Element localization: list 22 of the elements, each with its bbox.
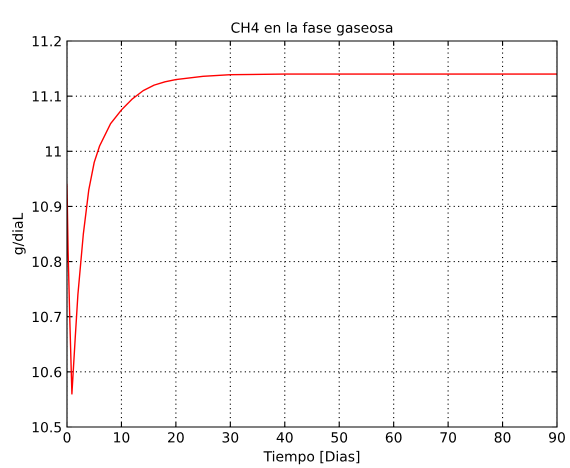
chart-title: CH4 en la fase gaseosa xyxy=(231,22,392,36)
x-tick-label: 0 xyxy=(63,432,70,443)
x-tick-label: 70 xyxy=(440,432,456,443)
line-series xyxy=(67,73,557,395)
x-tick-label: 50 xyxy=(331,432,348,443)
x-tick-label: 60 xyxy=(386,432,402,443)
x-tick-label: 20 xyxy=(168,432,184,443)
x-axis-title: Tiempo [Dias] xyxy=(264,450,360,464)
x-tick-label: 40 xyxy=(276,432,293,443)
y-tick-label: 10.6 xyxy=(32,366,62,378)
y-axis-title: g/diaL xyxy=(12,212,26,254)
y-tick-label: 10.5 xyxy=(32,422,61,432)
y-tick-label: 11.1 xyxy=(32,91,61,102)
x-tick-label: 80 xyxy=(494,432,510,443)
y-tick-label: 10.7 xyxy=(32,312,61,322)
x-tick-label: 90 xyxy=(549,432,565,443)
y-tick-label: 10.8 xyxy=(32,256,62,268)
x-tick-label: 30 xyxy=(222,432,238,443)
y-tick-label: 11.2 xyxy=(32,36,61,46)
y-tick-label: 11 xyxy=(46,146,61,157)
x-tick-label: 10 xyxy=(114,432,130,443)
y-tick-label: 10.9 xyxy=(32,201,62,212)
